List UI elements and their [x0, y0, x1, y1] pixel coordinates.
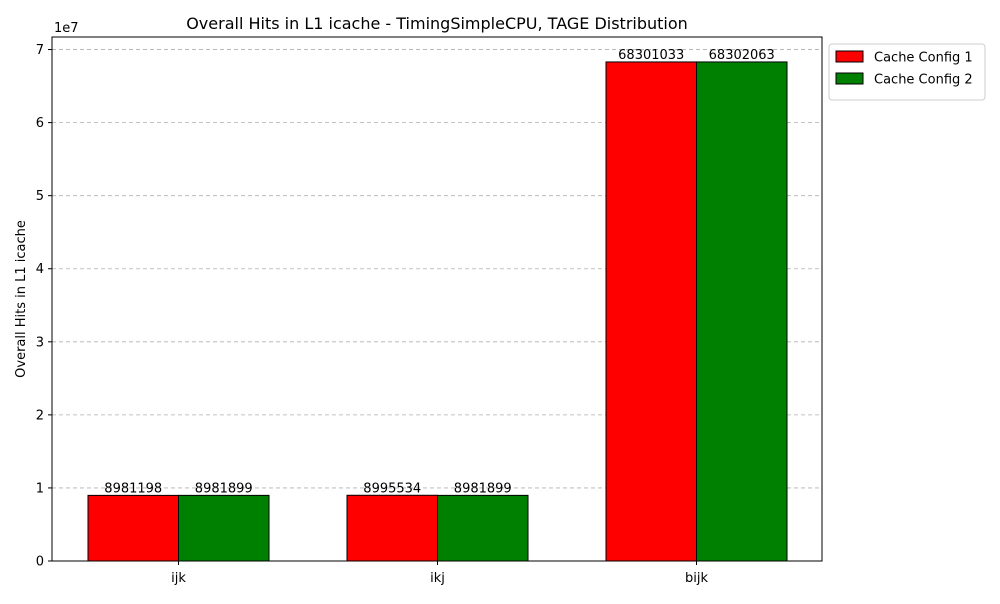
y-tick-label: 3 [36, 335, 44, 350]
bar [87, 494, 179, 562]
chart-title: Overall Hits in L1 icache - TimingSimple… [186, 14, 688, 33]
y-axis-offset-label: 1e7 [54, 21, 79, 36]
grid-lines [52, 49, 822, 489]
y-tick-label: 2 [36, 408, 44, 423]
legend: Cache Config 1 Cache Config 2 [828, 43, 986, 101]
legend-swatch [835, 50, 864, 63]
legend-swatch [835, 72, 864, 85]
bar [346, 494, 438, 562]
y-tick-label: 7 [36, 43, 44, 58]
bar-value-label: 8995534 [363, 481, 421, 496]
y-tick-label: 5 [36, 189, 44, 204]
x-axis-ticks: ijk ikj bijk [171, 561, 708, 586]
x-tick-label: ijk [171, 571, 186, 586]
x-tick-label: ikj [430, 571, 445, 586]
bar [437, 494, 529, 562]
bar [605, 61, 697, 562]
legend-label: Cache Config 1 [874, 51, 973, 66]
bar [178, 494, 270, 562]
y-tick-label: 1 [36, 481, 44, 496]
legend-label: Cache Config 2 [874, 73, 973, 88]
bar-value-label: 8981198 [104, 481, 162, 496]
bar-value-label: 68301033 [618, 48, 684, 63]
x-tick-label: bijk [685, 571, 708, 586]
data-labels: 8981198 8981899 8995534 8981899 68301033 6830… [104, 48, 775, 496]
legend-box [828, 43, 986, 101]
bar [696, 61, 788, 562]
bar-value-label: 8981899 [454, 481, 512, 496]
y-axis-ticks: 0 1 2 3 4 5 6 7 [36, 43, 52, 570]
y-tick-label: 0 [36, 555, 44, 570]
bars [87, 61, 788, 562]
y-tick-label: 4 [36, 262, 44, 277]
bar-value-label: 68302063 [709, 48, 775, 63]
y-tick-label: 6 [36, 116, 44, 131]
bar-value-label: 8981899 [195, 481, 253, 496]
y-axis-label: Overall Hits in L1 icache [14, 220, 29, 378]
